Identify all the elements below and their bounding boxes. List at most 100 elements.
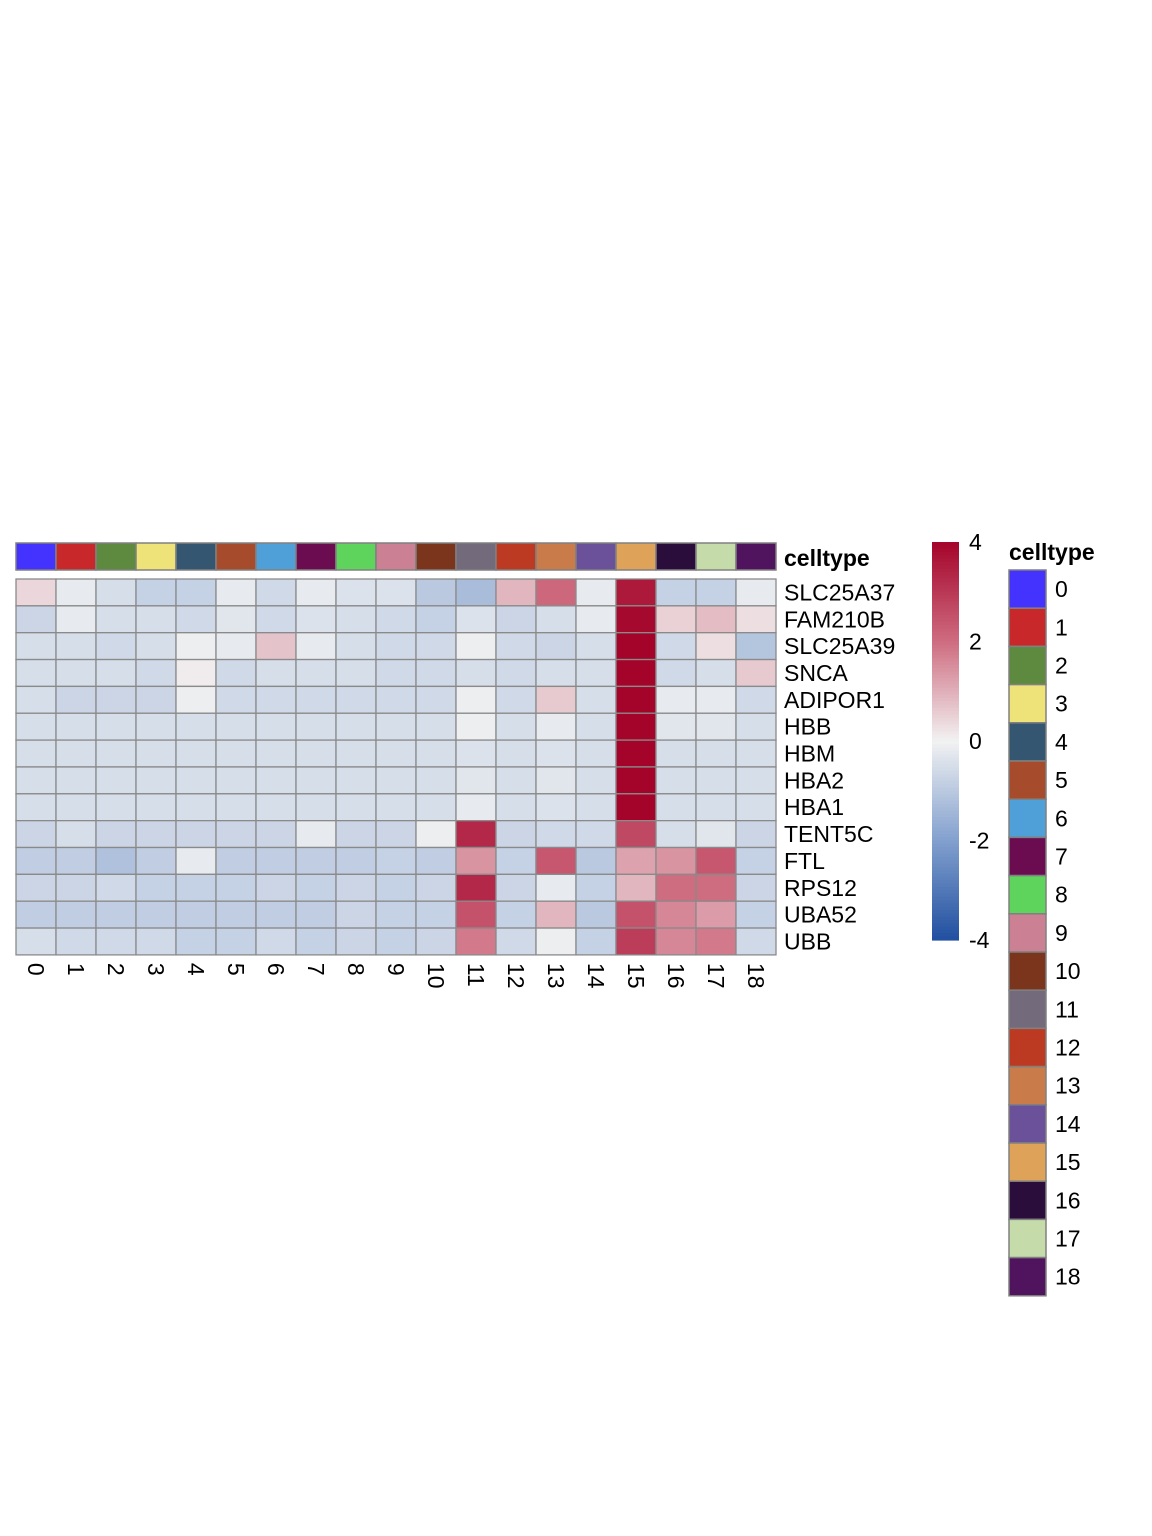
heatmap-cell <box>495 578 537 607</box>
heatmap-cell <box>95 927 137 956</box>
heatmap-cell <box>495 605 537 634</box>
column-label: 4 <box>183 963 209 976</box>
row-label: HBB <box>784 714 831 740</box>
heatmap-cell <box>55 658 97 688</box>
heatmap-cell <box>335 873 377 902</box>
heatmap-cell <box>295 578 337 607</box>
heatmap-cell <box>215 712 257 741</box>
heatmap-cell <box>95 632 137 661</box>
heatmap-cell <box>495 820 537 849</box>
colorbar-segment <box>932 694 959 699</box>
colorbar-segment <box>932 565 959 570</box>
heatmap-cell <box>455 658 497 688</box>
heatmap-cell <box>175 685 217 714</box>
heatmap-cell <box>535 873 577 902</box>
legend-swatch <box>1008 1027 1047 1068</box>
legend-label: 14 <box>1055 1111 1081 1137</box>
celltype-annotation-bar <box>15 542 777 571</box>
colorbar-segment <box>932 923 959 928</box>
colorbar-segment <box>932 890 959 895</box>
heatmap-cell <box>495 712 537 741</box>
heatmap-cell <box>255 900 297 929</box>
heatmap-cell <box>375 873 417 902</box>
heatmap-cell <box>135 873 177 902</box>
heatmap-cell <box>455 927 497 956</box>
heatmap-cell <box>455 766 497 795</box>
heatmap-cell <box>255 658 297 688</box>
heatmap-cell <box>95 766 137 795</box>
heatmap-cell <box>335 793 377 822</box>
heatmap-cell <box>535 846 577 876</box>
colorbar-segment <box>932 827 959 832</box>
legend-swatch <box>1008 569 1047 609</box>
heatmap-cell <box>575 766 617 795</box>
heatmap-cell <box>295 658 337 688</box>
row-label: HBM <box>784 741 835 767</box>
heatmap-cell <box>55 766 97 795</box>
legend-swatch <box>1008 645 1047 686</box>
annotation-cell-4 <box>175 542 217 571</box>
row-label: UBB <box>784 928 831 954</box>
heatmap-cell <box>175 605 217 634</box>
heatmap-cell <box>135 793 177 822</box>
heatmap-cell <box>575 632 617 661</box>
annotation-cell-13 <box>535 542 577 571</box>
colorbar-segment <box>932 717 959 722</box>
heatmap-cell <box>695 658 737 688</box>
colorbar-segment <box>932 926 959 931</box>
heatmap-cell <box>575 873 617 902</box>
heatmap-cell <box>135 927 177 956</box>
annotation-cell-2 <box>95 542 137 571</box>
heatmap-cell <box>175 793 217 822</box>
heatmap-cell <box>415 873 457 902</box>
colorbar-segment <box>932 727 959 732</box>
heatmap-cell <box>495 739 537 768</box>
heatmap-cell <box>255 846 297 876</box>
colorbar-segment <box>932 648 959 653</box>
legend-swatch <box>1008 683 1047 724</box>
heatmap-cells <box>15 578 777 956</box>
annotation-cell-5 <box>215 542 257 571</box>
heatmap-cell <box>375 712 417 741</box>
colorbar-segment <box>932 668 959 672</box>
heatmap-cell <box>175 712 217 741</box>
heatmap-cell <box>495 900 537 929</box>
heatmap-cell <box>415 793 457 822</box>
heatmap-cell <box>175 739 217 768</box>
heatmap-cell <box>695 820 737 849</box>
heatmap-cell <box>535 578 577 607</box>
heatmap-cell <box>95 846 137 876</box>
legend-swatch <box>1008 1142 1047 1182</box>
column-label: 2 <box>103 963 129 976</box>
row-labels: SLC25A37FAM210BSLC25A39SNCAADIPOR1HBBHBM… <box>784 579 895 954</box>
heatmap-cell <box>735 793 777 822</box>
heatmap-cell <box>255 820 297 849</box>
colorbar-segment <box>932 873 959 878</box>
heatmap-cell <box>695 873 737 902</box>
colorbar-segment <box>932 857 959 861</box>
heatmap-cell <box>735 927 777 956</box>
colorbar-segment <box>932 813 959 818</box>
heatmap-cell <box>335 820 377 849</box>
colorbar-segment <box>932 810 959 815</box>
heatmap-cell <box>695 685 737 714</box>
heatmap-cell <box>55 712 97 741</box>
colorbar <box>932 542 959 941</box>
column-label: 11 <box>463 963 489 987</box>
colorbar-segment <box>932 737 959 742</box>
heatmap-cell <box>735 900 777 929</box>
colorbar-segment <box>932 621 959 626</box>
legend-swatch <box>1008 989 1047 1030</box>
heatmap-cell <box>15 739 57 768</box>
colorbar-tick-label: 0 <box>969 728 982 754</box>
colorbar-segment <box>932 903 959 908</box>
colorbar-segment <box>932 704 959 709</box>
colorbar-segment <box>932 840 959 845</box>
colorbar-segment <box>932 830 959 835</box>
heatmap-cell <box>655 900 697 929</box>
heatmap-cell <box>575 605 617 634</box>
colorbar-segment <box>932 863 959 868</box>
heatmap-cell <box>335 658 377 688</box>
colorbar-segment <box>932 714 959 719</box>
colorbar-segment <box>932 787 959 792</box>
